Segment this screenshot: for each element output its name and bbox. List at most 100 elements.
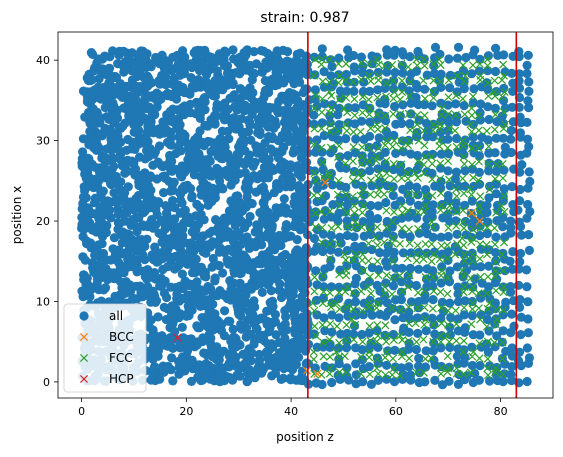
all-point <box>430 222 440 232</box>
all-point <box>252 220 262 230</box>
all-point <box>382 360 392 370</box>
all-point <box>326 168 336 178</box>
all-point <box>200 105 210 115</box>
all-point <box>252 368 262 379</box>
fcc-point <box>474 157 483 166</box>
all-point <box>357 168 367 178</box>
all-point <box>460 323 470 333</box>
all-point <box>459 310 469 320</box>
all-point <box>222 61 233 71</box>
fcc-point <box>324 169 333 178</box>
fcc-point <box>458 94 467 103</box>
fcc-point <box>395 371 404 380</box>
all-point <box>421 185 431 195</box>
fcc-point <box>429 76 438 85</box>
fcc-point <box>476 315 485 324</box>
all-point <box>474 66 484 76</box>
fcc-point <box>419 76 428 85</box>
fcc-point <box>340 352 349 361</box>
fcc-point <box>334 240 343 249</box>
all-point <box>443 100 453 110</box>
fcc-point <box>397 76 407 85</box>
all-point <box>421 274 432 284</box>
all-point <box>178 339 188 349</box>
all-point <box>467 196 477 206</box>
all-point <box>85 179 95 190</box>
fcc-point <box>403 206 413 215</box>
fcc-point <box>335 71 344 80</box>
all-point <box>334 313 344 323</box>
all-point <box>381 257 391 267</box>
all-point <box>221 47 231 58</box>
all-point <box>298 188 308 198</box>
all-point <box>506 369 516 380</box>
fcc-point <box>459 152 468 162</box>
all-point <box>500 142 510 152</box>
all-point <box>250 100 260 110</box>
all-point <box>301 274 311 284</box>
fcc-point <box>309 347 318 357</box>
fcc-point <box>366 336 375 345</box>
all-point <box>428 266 438 276</box>
fcc-point <box>498 338 507 347</box>
all-point <box>413 200 424 210</box>
fcc-point <box>342 126 351 135</box>
all-point <box>524 77 534 87</box>
all-point <box>280 249 290 260</box>
all-point <box>301 51 312 61</box>
fcc-point <box>467 144 476 153</box>
all-point <box>227 374 237 385</box>
all-point <box>179 69 189 79</box>
all-point <box>522 60 532 70</box>
all-point <box>125 258 135 269</box>
all-point <box>318 272 328 282</box>
fcc-point <box>405 354 414 363</box>
fcc-point <box>319 271 328 280</box>
fcc-point <box>342 336 351 345</box>
all-point <box>311 266 321 276</box>
fcc-point <box>381 124 390 133</box>
fcc-point <box>483 61 492 70</box>
fcc-point <box>452 364 461 373</box>
all-point <box>214 49 224 59</box>
fcc-point <box>421 273 430 282</box>
fcc-point <box>325 87 334 97</box>
all-point <box>420 84 430 94</box>
all-point <box>349 232 359 242</box>
all-point <box>467 296 477 307</box>
all-point <box>429 247 440 257</box>
fcc-point <box>348 157 357 166</box>
fcc-point <box>318 223 327 232</box>
fcc-point <box>403 141 412 150</box>
fcc-point <box>419 255 428 264</box>
all-point <box>240 127 250 137</box>
fcc-point <box>483 364 492 373</box>
all-point <box>78 157 88 167</box>
fcc-point <box>428 304 437 313</box>
all-point <box>120 160 130 171</box>
all-point <box>483 135 493 145</box>
fcc-point <box>382 169 391 178</box>
all-point <box>341 134 351 144</box>
all-point <box>152 90 162 100</box>
all-point <box>412 313 423 323</box>
all-point <box>475 108 485 118</box>
all-point <box>147 215 157 225</box>
all-point <box>84 239 95 249</box>
all-point <box>78 292 88 302</box>
fcc-point <box>364 71 373 80</box>
all-point <box>388 281 399 291</box>
fcc-point <box>364 299 373 308</box>
fcc-point <box>427 152 436 162</box>
all-point <box>514 92 525 103</box>
all-point <box>138 266 148 276</box>
legend-label-hcp: HCP <box>109 372 134 386</box>
fcc-point <box>413 241 422 250</box>
fcc-point <box>427 240 436 249</box>
all-point <box>230 163 240 173</box>
all-point <box>202 79 212 89</box>
fcc-point <box>466 368 475 377</box>
all-point <box>413 190 423 200</box>
all-point <box>196 172 206 182</box>
bcc-series-points <box>302 178 484 378</box>
